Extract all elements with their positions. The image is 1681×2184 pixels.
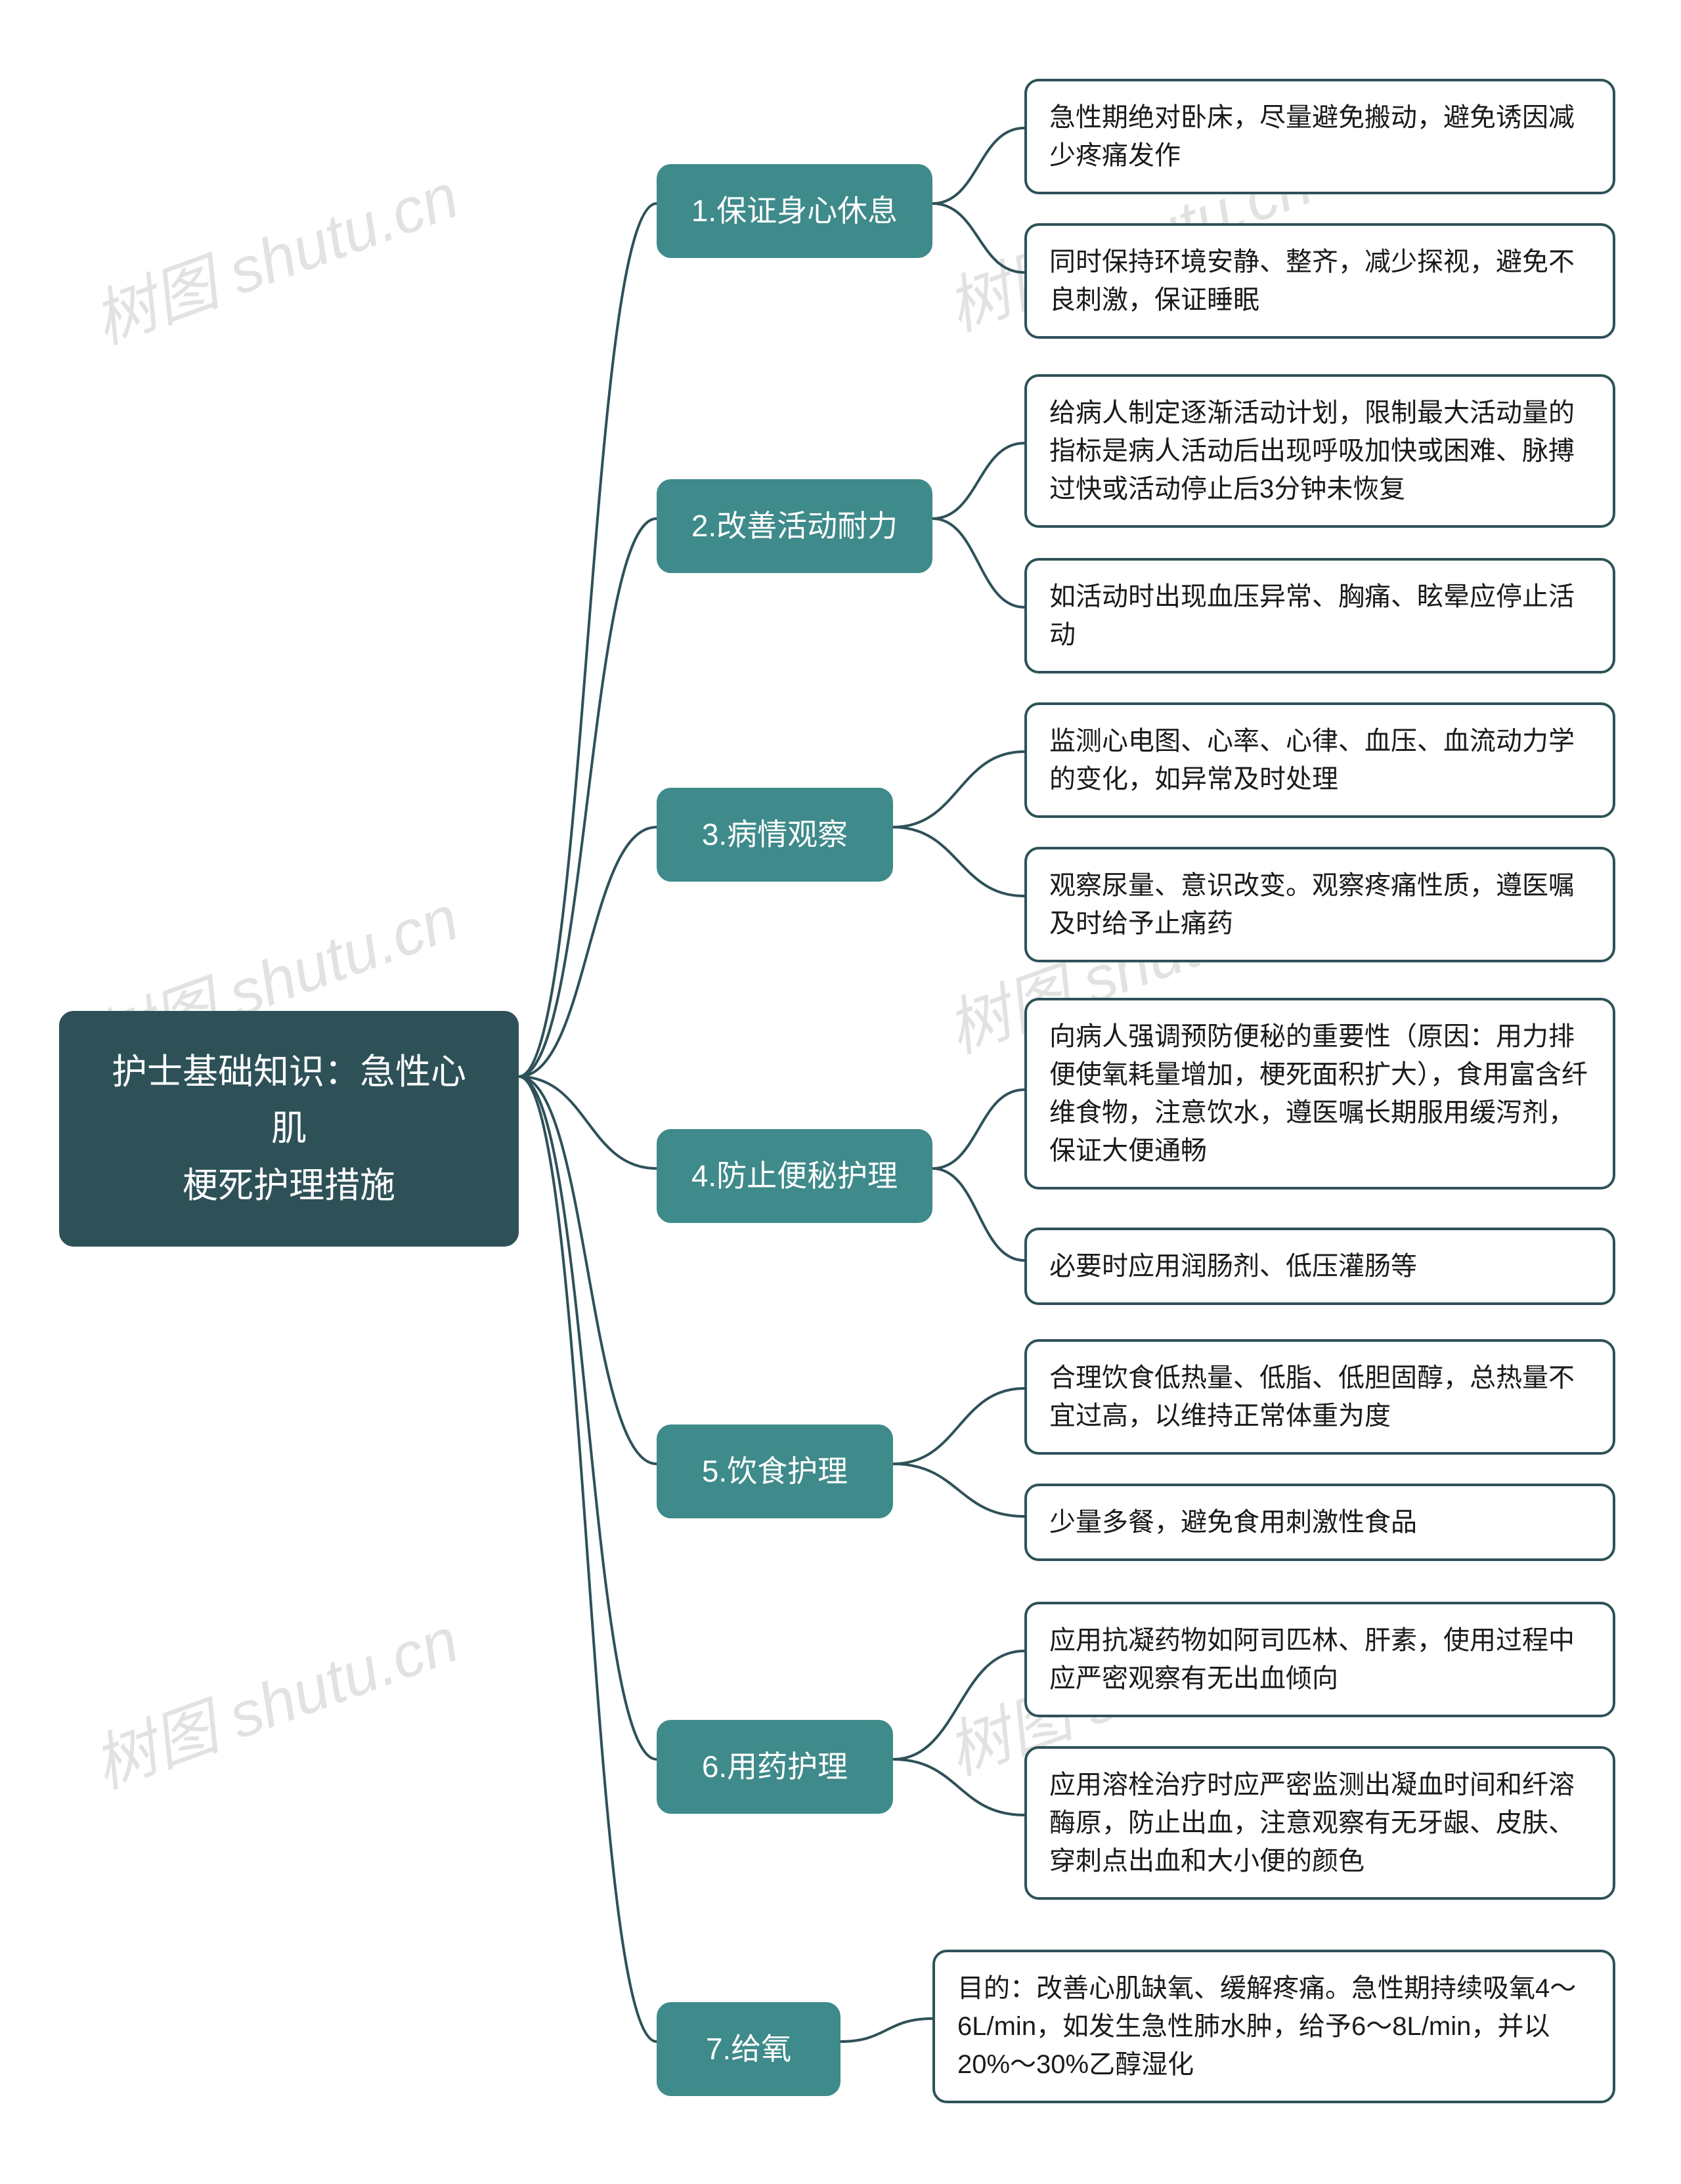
root-label-line1: 护士基础知识：急性心肌: [95, 1044, 483, 1157]
branch-node: 6.用药护理: [657, 1720, 893, 1814]
leaf-text: 监测心电图、心率、心律、血压、血流动力学的变化，如异常及时处理: [1049, 727, 1575, 794]
branch-label: 4.防止便秘护理: [691, 1159, 898, 1193]
branch-label: 2.改善活动耐力: [691, 509, 898, 543]
connector: [519, 203, 657, 1077]
connector: [932, 519, 1024, 607]
branch-label: 1.保证身心休息: [691, 194, 898, 228]
branch-node: 4.防止便秘护理: [657, 1129, 932, 1223]
leaf-text: 必要时应用润肠剂、低压灌肠等: [1049, 1252, 1417, 1281]
connector: [893, 1759, 1024, 1815]
root-label-line2: 梗死护理措施: [95, 1157, 483, 1214]
connector: [893, 1651, 1024, 1759]
connector: [932, 1168, 1024, 1260]
leaf-node: 观察尿量、意识改变。观察疼痛性质，遵医嘱及时给予止痛药: [1024, 847, 1615, 962]
leaf-node: 应用抗凝药物如阿司匹林、肝素，使用过程中应严密观察有无出血倾向: [1024, 1602, 1615, 1717]
leaf-node: 同时保持环境安静、整齐，减少探视，避免不良刺激，保证睡眠: [1024, 223, 1615, 339]
connector: [840, 2019, 932, 2042]
connector: [932, 443, 1024, 519]
leaf-text: 合理饮食低热量、低脂、低胆固醇，总热量不宜过高，以维持正常体重为度: [1049, 1363, 1575, 1430]
root-node: 护士基础知识：急性心肌梗死护理措施: [59, 1011, 519, 1247]
branch-node: 3.病情观察: [657, 788, 893, 882]
connector: [519, 519, 657, 1077]
branch-label: 3.病情观察: [702, 817, 848, 851]
leaf-node: 应用溶栓治疗时应严密监测出凝血时间和纤溶酶原，防止出血，注意观察有无牙龈、皮肤、…: [1024, 1746, 1615, 1900]
branch-label: 5.饮食护理: [702, 1454, 848, 1488]
branch-node: 5.饮食护理: [657, 1424, 893, 1518]
leaf-text: 急性期绝对卧床，尽量避免搬动，避免诱因减少疼痛发作: [1049, 103, 1575, 170]
branch-label: 7.给氧: [706, 2032, 791, 2066]
leaf-text: 同时保持环境安静、整齐，减少探视，避免不良刺激，保证睡眠: [1049, 247, 1575, 314]
leaf-text: 向病人强调预防便秘的重要性（原因：用力排便使氧耗量增加，梗死面积扩大），食用富含…: [1049, 1022, 1588, 1165]
leaf-text: 目的：改善心肌缺氧、缓解疼痛。急性期持续吸氧4～6L/min，如发生急性肺水肿，…: [957, 1974, 1576, 2079]
leaf-text: 观察尿量、意识改变。观察疼痛性质，遵医嘱及时给予止痛药: [1049, 871, 1575, 938]
leaf-text: 应用溶栓治疗时应严密监测出凝血时间和纤溶酶原，防止出血，注意观察有无牙龈、皮肤、…: [1049, 1770, 1575, 1875]
leaf-text: 应用抗凝药物如阿司匹林、肝素，使用过程中应严密观察有无出血倾向: [1049, 1626, 1575, 1693]
branch-node: 2.改善活动耐力: [657, 479, 932, 573]
watermark: 树图 shutu.cn: [79, 145, 469, 362]
leaf-node: 少量多餐，避免食用刺激性食品: [1024, 1484, 1615, 1561]
leaf-text: 少量多餐，避免食用刺激性食品: [1049, 1508, 1417, 1537]
leaf-node: 合理饮食低热量、低脂、低胆固醇，总热量不宜过高，以维持正常体重为度: [1024, 1339, 1615, 1455]
connector: [893, 752, 1024, 827]
watermark: 树图 shutu.cn: [79, 1589, 469, 1806]
leaf-node: 急性期绝对卧床，尽量避免搬动，避免诱因减少疼痛发作: [1024, 79, 1615, 194]
leaf-text: 如活动时出现血压异常、胸痛、眩晕应停止活动: [1049, 582, 1575, 649]
connector: [519, 1077, 657, 1168]
leaf-text: 给病人制定逐渐活动计划，限制最大活动量的指标是病人活动后出现呼吸加快或困难、脉搏…: [1049, 398, 1575, 503]
connector: [932, 1090, 1024, 1168]
connector: [519, 1077, 657, 1464]
leaf-node: 如活动时出现血压异常、胸痛、眩晕应停止活动: [1024, 558, 1615, 674]
connector: [519, 1077, 657, 1759]
connector: [519, 1077, 657, 2042]
connector: [932, 128, 1024, 203]
leaf-node: 向病人强调预防便秘的重要性（原因：用力排便使氧耗量增加，梗死面积扩大），食用富含…: [1024, 998, 1615, 1189]
connector: [893, 1388, 1024, 1464]
connector: [893, 827, 1024, 896]
leaf-node: 给病人制定逐渐活动计划，限制最大活动量的指标是病人活动后出现呼吸加快或困难、脉搏…: [1024, 374, 1615, 528]
connector: [893, 1464, 1024, 1516]
connector: [932, 203, 1024, 272]
branch-label: 6.用药护理: [702, 1749, 848, 1784]
leaf-node: 监测心电图、心率、心律、血压、血流动力学的变化，如异常及时处理: [1024, 702, 1615, 818]
branch-node: 7.给氧: [657, 2002, 840, 2096]
connector: [519, 827, 657, 1077]
leaf-node: 目的：改善心肌缺氧、缓解疼痛。急性期持续吸氧4～6L/min，如发生急性肺水肿，…: [932, 1950, 1615, 2103]
branch-node: 1.保证身心休息: [657, 164, 932, 258]
leaf-node: 必要时应用润肠剂、低压灌肠等: [1024, 1228, 1615, 1305]
